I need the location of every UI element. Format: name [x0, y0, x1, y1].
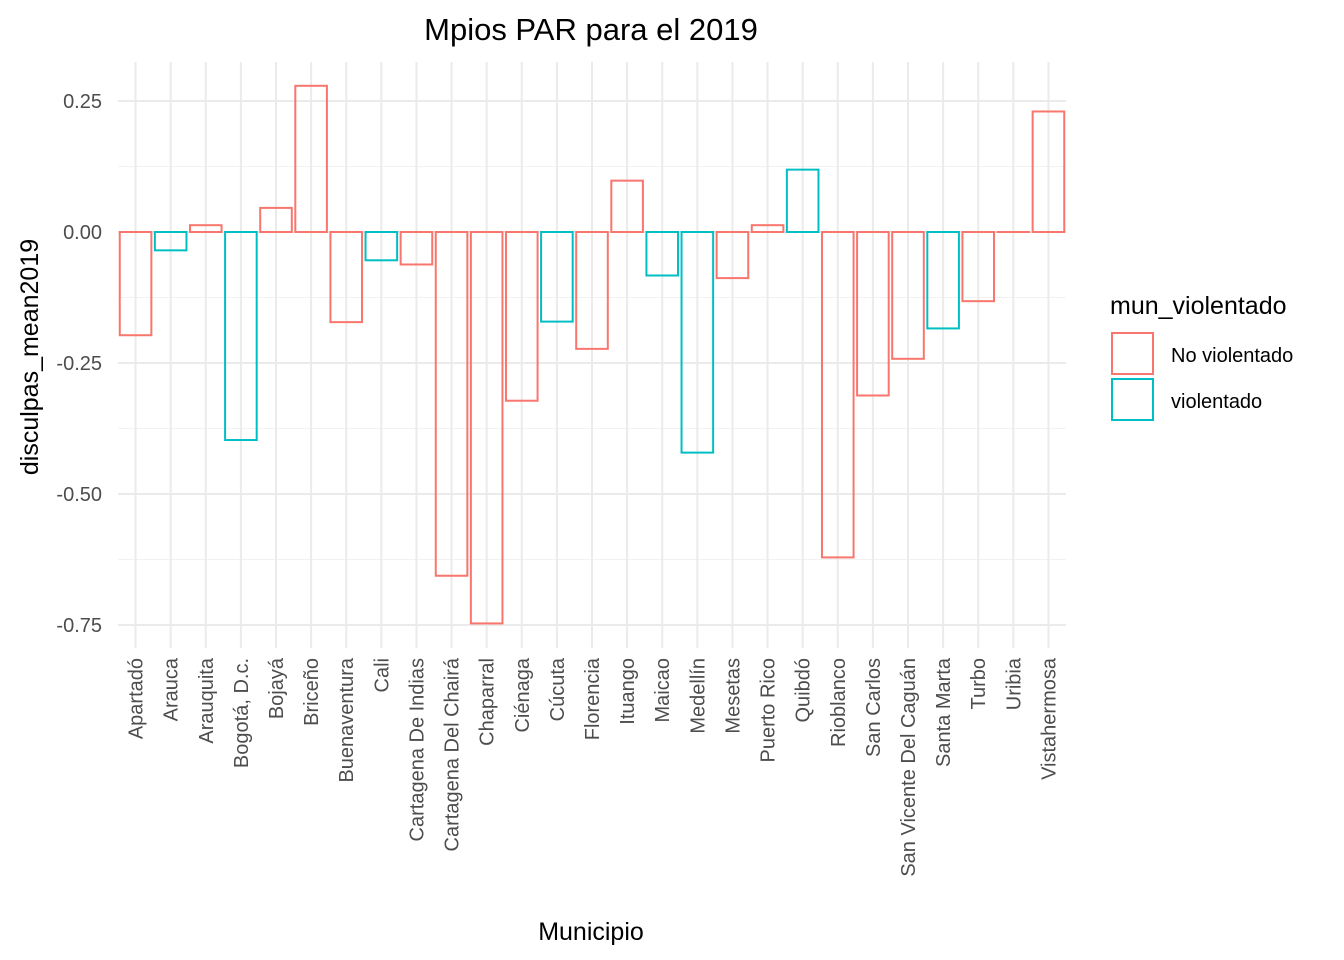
- bar: [294, 84, 328, 233]
- y-tick-label: -0.75: [56, 615, 102, 637]
- x-tick-label: Cúcuta: [547, 657, 569, 721]
- x-tick-label: Cartagena Del Chairá: [442, 657, 464, 851]
- y-axis-ticks: 0.25 0.00 -0.25 -0.50 -0.75: [56, 91, 102, 637]
- bar: [1031, 110, 1066, 233]
- x-tick-label: Medellín: [687, 658, 709, 734]
- legend-title: mun_violentado: [1110, 292, 1287, 320]
- bar: [926, 231, 960, 330]
- x-tick-label: Maicao: [652, 658, 674, 722]
- x-tick-label: San Vicente Del Caguán: [898, 658, 920, 877]
- bar: [575, 231, 609, 350]
- x-tick-label: Briceño: [301, 658, 323, 726]
- x-tick-label: Bogotá, D.c.: [231, 658, 253, 768]
- bar: [224, 231, 258, 442]
- bars: [118, 84, 1066, 625]
- bar: [680, 231, 715, 454]
- bar: [434, 231, 469, 577]
- x-tick-label: Quibdó: [793, 658, 815, 723]
- x-tick-label: Bojayá: [266, 657, 288, 719]
- y-tick-label: 0.00: [63, 222, 102, 244]
- bar: [469, 231, 504, 625]
- y-tick-label: 0.25: [63, 91, 102, 113]
- x-tick-label: Rioblanco: [828, 658, 850, 747]
- bar: [891, 231, 925, 360]
- bar: [750, 224, 785, 234]
- y-tick-label: -0.25: [56, 353, 102, 375]
- legend-label-no-violentado: No violentado: [1171, 345, 1293, 367]
- bar: [645, 231, 680, 277]
- bar: [856, 231, 890, 397]
- bar: [610, 179, 644, 233]
- bar: [504, 231, 539, 402]
- x-tick-label: Mesetas: [722, 658, 744, 734]
- bar: [399, 231, 434, 266]
- x-tick-label: Puerto Rico: [758, 658, 780, 763]
- bar: [715, 231, 750, 280]
- x-tick-label: San Carlos: [863, 658, 885, 757]
- chart-title: Mpios PAR para el 2019: [424, 12, 758, 47]
- bar: [118, 231, 153, 337]
- bar: [540, 231, 574, 323]
- x-tick-label: Florencia: [582, 657, 604, 740]
- x-tick-label: Vistahermosa: [1038, 657, 1060, 780]
- x-tick-label: Turbo: [968, 658, 990, 710]
- bar: [259, 206, 293, 233]
- legend-key-violentado: [1111, 378, 1154, 421]
- x-tick-label: Arauca: [161, 657, 183, 721]
- x-tick-label: Santa Marta: [933, 657, 955, 767]
- bar: [820, 231, 855, 559]
- x-axis-title: Municipio: [538, 918, 644, 946]
- x-tick-label: Cartagena De Indias: [406, 658, 428, 841]
- x-tick-label: Chaparral: [477, 658, 499, 746]
- legend-key-no-violentado: [1111, 332, 1154, 375]
- bar: [329, 231, 364, 324]
- x-tick-label: Ituango: [617, 658, 639, 725]
- x-tick-label: Apartadó: [126, 658, 148, 739]
- x-tick-label: Cali: [371, 658, 393, 692]
- legend: mun_violentado No violentado violentado: [1110, 292, 1293, 421]
- x-tick-label: Buenaventura: [336, 657, 358, 782]
- bar: [153, 231, 188, 252]
- bar: [961, 231, 996, 303]
- x-tick-label: Uribia: [1003, 657, 1025, 710]
- y-axis-title: disculpas_mean2019: [16, 239, 44, 475]
- x-axis-ticks: Apartadó Arauca Arauquita Bogotá, D.c. Bojay…: [126, 657, 1061, 877]
- bar: [364, 231, 399, 262]
- legend-label-violentado: violentado: [1171, 391, 1262, 413]
- y-tick-label: -0.50: [56, 484, 102, 506]
- bar: [188, 224, 223, 234]
- x-tick-label: Arauquita: [196, 657, 218, 743]
- bar: [785, 168, 820, 233]
- x-tick-label: Ciénaga: [512, 657, 534, 732]
